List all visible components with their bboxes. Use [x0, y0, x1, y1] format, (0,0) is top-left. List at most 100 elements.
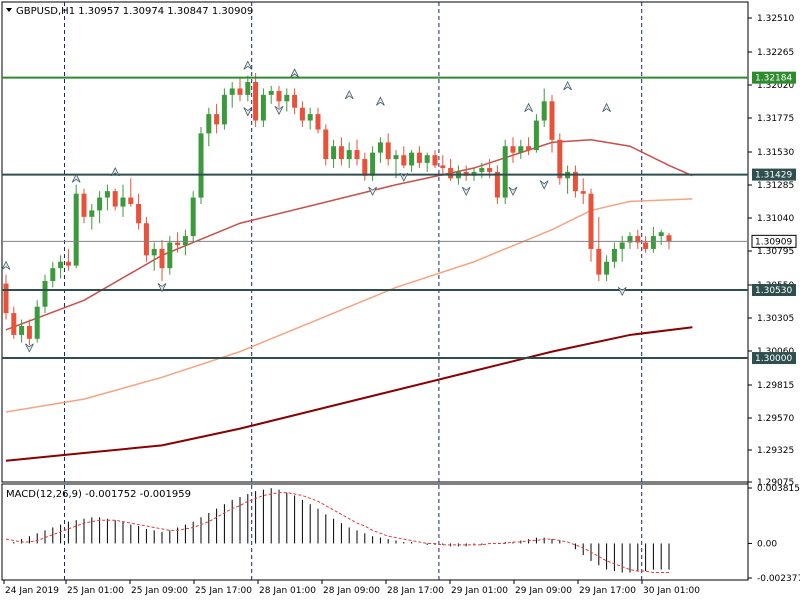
fractal-up-arrow-icon — [563, 80, 572, 91]
candle-body — [260, 94, 266, 121]
candle-body — [502, 146, 508, 198]
candle-body — [510, 146, 516, 153]
fractal-up-arrow-icon — [71, 173, 81, 183]
macd-tick-label: -0.002377 — [757, 574, 800, 584]
level-tag-bg-1 — [752, 168, 796, 181]
candle-body — [182, 236, 188, 246]
candle-body — [643, 242, 649, 249]
candle-body — [284, 94, 290, 102]
fractal-down-arrow-icon — [461, 186, 471, 197]
candle-body — [401, 155, 407, 166]
level-tag-label-1: 1.31429 — [755, 171, 792, 181]
candle-body — [198, 133, 204, 198]
candle-body — [541, 101, 547, 121]
candle-body — [206, 114, 212, 134]
candle-body — [487, 168, 493, 172]
candle-body — [73, 193, 79, 266]
macd-signal-line — [5, 492, 669, 574]
main-chart-frame — [1, 1, 749, 483]
symbol-dropdown-icon[interactable] — [6, 8, 12, 12]
candle-body — [42, 281, 48, 307]
candle-body — [151, 248, 157, 256]
fractal-down-arrow-icon — [25, 343, 34, 353]
level-tag-label-0: 1.32184 — [755, 74, 792, 84]
candle-body — [596, 248, 602, 275]
candle-body — [362, 159, 368, 176]
fractal-up-arrow-icon — [290, 68, 299, 78]
fractal-down-arrow-icon — [539, 180, 549, 190]
fractal-up-arrow-icon — [524, 102, 533, 113]
price-tick-label: 1.29325 — [757, 446, 794, 456]
candle-body — [190, 197, 196, 237]
macd-tick-label: 0.00 — [757, 539, 777, 549]
fractal-up-arrow-icon — [344, 89, 354, 100]
fractal-down-arrow-icon — [274, 105, 284, 116]
candle-body — [143, 223, 149, 256]
time-tick-label: 25 Jan 01:00 — [67, 586, 124, 596]
candle-body — [292, 94, 298, 108]
fractal-up-arrow-icon — [1, 260, 11, 270]
price-tick-label: 1.32020 — [757, 81, 794, 91]
current-price-tag-label: 1.30909 — [755, 237, 792, 247]
candle-body — [440, 165, 446, 169]
candle-body — [136, 203, 142, 224]
price-tick-label: 1.30060 — [757, 347, 794, 357]
candle-body — [253, 82, 259, 121]
candle-body — [549, 101, 555, 140]
candle-body — [11, 313, 17, 335]
candle-body — [580, 191, 586, 194]
fractal-down-arrow-icon — [508, 186, 518, 197]
candle-body — [175, 242, 181, 246]
candle-body — [635, 236, 641, 243]
candle-body — [167, 242, 173, 269]
fractal-up-arrow-icon — [110, 166, 120, 177]
candle-body — [229, 88, 235, 95]
candle-body — [385, 142, 391, 160]
level-tag-bg-2 — [752, 284, 796, 296]
candle-body — [572, 171, 578, 192]
candle-body — [3, 283, 9, 314]
fractal-up-arrow-icon — [376, 96, 385, 106]
candle-body — [666, 235, 672, 242]
fractal-down-arrow-icon — [368, 186, 377, 197]
level-tag-bg-0 — [752, 71, 796, 84]
candle-body — [81, 193, 87, 217]
level-tag-bg-3 — [752, 352, 796, 365]
price-tick-label: 1.29815 — [757, 381, 794, 391]
fractal-down-arrow-icon — [399, 172, 409, 182]
candle-body — [338, 146, 344, 160]
candle-body — [237, 88, 243, 95]
price-tick-label: 1.31775 — [757, 114, 794, 124]
fractal-down-arrow-icon — [617, 286, 627, 297]
candle-body — [526, 146, 532, 151]
macd-frame — [1, 483, 749, 581]
time-tick-label: 25 Jan 09:00 — [131, 586, 188, 596]
candle-body — [112, 191, 118, 207]
time-tick-label: 25 Jan 17:00 — [195, 586, 252, 596]
price-tick-label: 1.32265 — [757, 48, 794, 58]
candle-body — [331, 146, 337, 160]
time-tick-label: 24 Jan 2019 — [5, 586, 59, 596]
candle-body — [34, 306, 40, 339]
candle-body — [448, 168, 454, 179]
level-tag-label-3: 1.30000 — [755, 354, 792, 364]
candle-body — [518, 146, 524, 153]
fractal-up-arrow-icon — [602, 102, 611, 113]
price-tick-label: 1.30795 — [757, 247, 794, 257]
candle-body — [619, 242, 625, 249]
fractal-down-arrow-icon — [157, 283, 167, 293]
candle-body — [276, 91, 282, 102]
candle-body — [604, 261, 610, 275]
price-tick-label: 1.30305 — [757, 314, 794, 324]
candle-body — [214, 114, 220, 125]
candle-body — [354, 150, 360, 160]
candle-body — [307, 114, 313, 121]
fractal-up-arrow-icon — [243, 60, 253, 70]
candle-body — [346, 150, 352, 160]
candle-body — [424, 155, 430, 163]
time-tick-label: 28 Jan 09:00 — [323, 586, 380, 596]
time-tick-label: 28 Jan 17:00 — [387, 586, 444, 596]
candle-body — [26, 325, 32, 339]
candle-body — [159, 248, 165, 269]
